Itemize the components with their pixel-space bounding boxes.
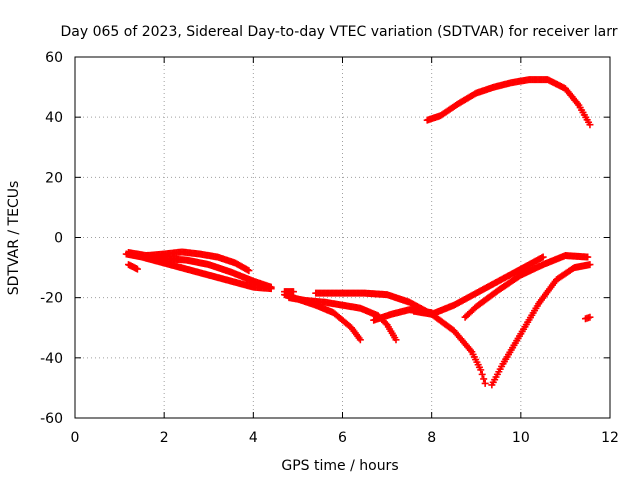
data-point — [289, 288, 297, 296]
series-14 — [423, 76, 594, 129]
y-tick-label: 40 — [45, 110, 63, 126]
y-tick-label: 20 — [45, 170, 63, 186]
chart-title: Day 065 of 2023, Sidereal Day-to-day VTE… — [61, 24, 618, 40]
data-point — [584, 253, 592, 261]
data-point — [586, 261, 594, 269]
series-3 — [125, 261, 141, 273]
data-points — [122, 76, 594, 389]
data-point — [480, 375, 488, 383]
data-point — [481, 379, 489, 387]
x-tick-label: 6 — [338, 430, 347, 446]
y-tick-label: 0 — [54, 231, 63, 247]
x-tick-label: 2 — [160, 430, 169, 446]
y-axis-label: SDTVAR / TECUs — [6, 181, 22, 296]
data-point — [133, 265, 141, 273]
data-point — [392, 336, 400, 344]
data-point — [245, 267, 253, 275]
y-tick-label: -60 — [40, 411, 63, 427]
series-10 — [410, 253, 547, 318]
data-point — [478, 370, 486, 378]
data-point — [586, 121, 594, 129]
series-13 — [581, 313, 594, 323]
data-point — [356, 336, 364, 344]
y-tick-label: 60 — [45, 50, 63, 66]
data-point — [477, 366, 485, 374]
axes: 0 2 4 6 8 10 12 -60 -40 -20 0 20 40 60 — [40, 50, 619, 446]
x-tick-label: 10 — [512, 430, 530, 446]
x-tick-label: 4 — [249, 430, 258, 446]
series-11 — [488, 261, 594, 389]
series-12 — [461, 252, 592, 321]
series-4 — [142, 253, 275, 291]
x-tick-label: 12 — [601, 430, 619, 446]
data-point — [539, 253, 547, 261]
x-tick-label: 0 — [71, 430, 80, 446]
x-axis-label: GPS time / hours — [281, 458, 398, 474]
y-tick-label: -40 — [40, 351, 63, 367]
grid — [75, 57, 610, 418]
series-2 — [125, 248, 253, 275]
y-tick-label: -20 — [40, 291, 63, 307]
data-point — [267, 283, 275, 291]
data-point — [586, 313, 594, 321]
x-tick-label: 8 — [427, 430, 436, 446]
